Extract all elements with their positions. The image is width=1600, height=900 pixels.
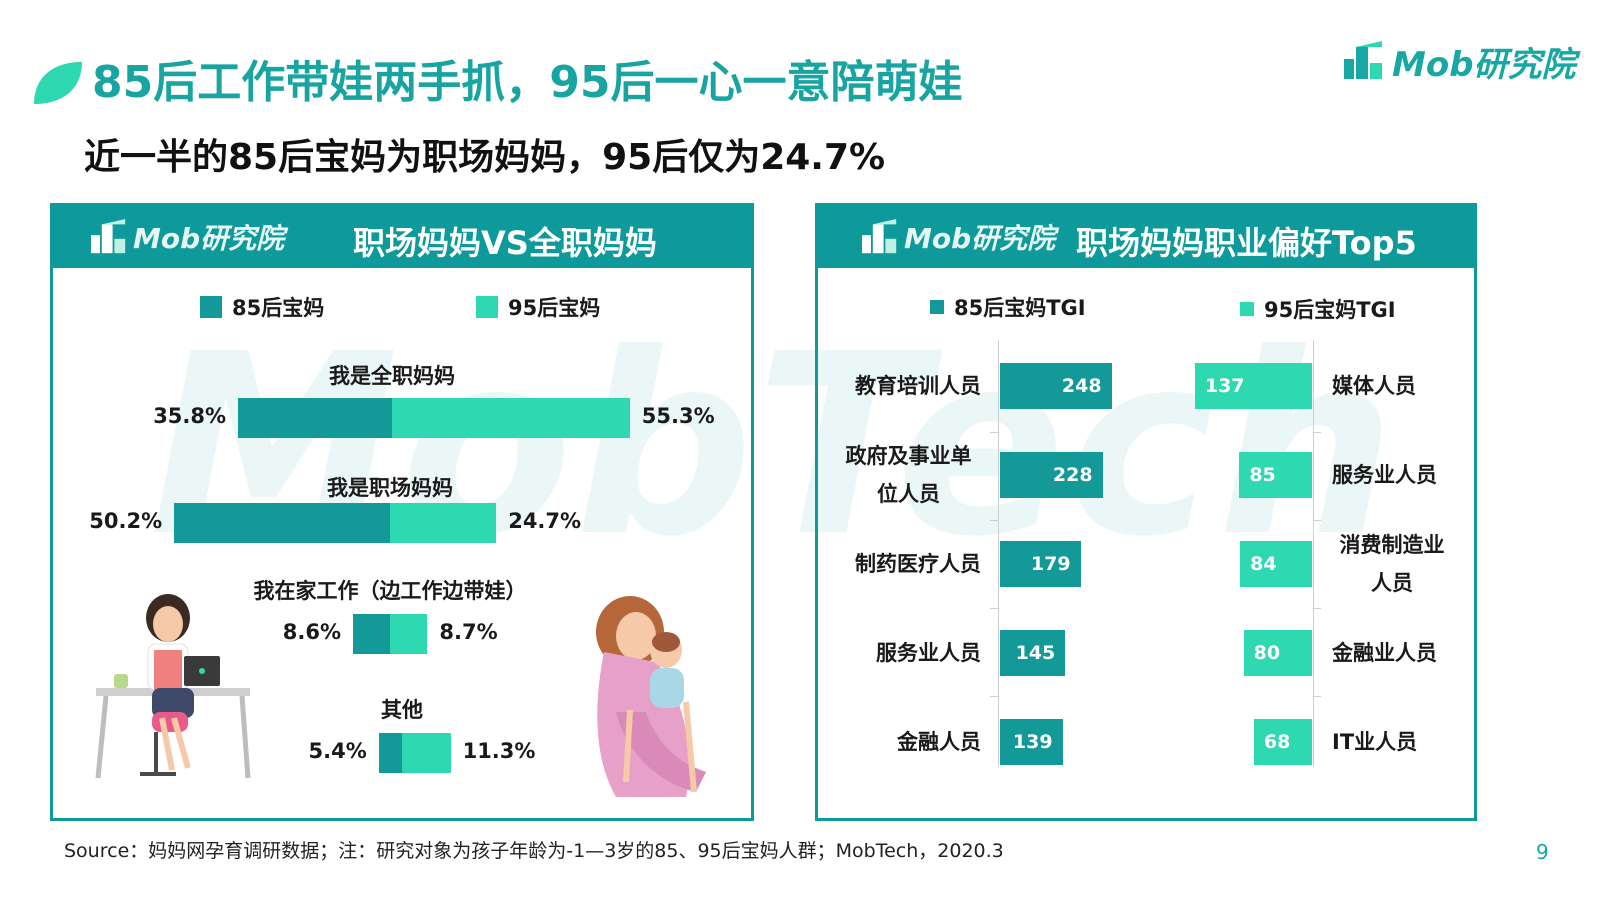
right-panel-brand-name: Mob研究院	[904, 222, 1056, 255]
bar-95-tgi	[1243, 630, 1312, 676]
axis-tick	[990, 432, 998, 433]
category-85: 金融人员	[897, 730, 981, 754]
page-subtitle: 近一半的85后宝妈为职场妈妈，95后仅为24.7%	[84, 137, 886, 178]
building-icon	[91, 219, 126, 254]
page-number: 9	[1536, 840, 1549, 864]
category-label: 我在家工作（边工作边带娃）	[253, 579, 527, 603]
bar-85	[353, 614, 390, 654]
axis-tick	[1313, 520, 1321, 521]
page-title: 85后工作带娃两手抓，95后一心一意陪萌娃	[92, 57, 963, 108]
bar-95-tgi	[1194, 363, 1312, 409]
left-panel-brand-name: Mob研究院	[133, 222, 285, 255]
bar-85	[174, 503, 390, 543]
legend-label-95: 95后宝妈	[508, 296, 601, 320]
building-icon	[1344, 41, 1382, 79]
source-note: Source：妈妈网孕育调研数据；注：研究对象为孩子年龄为-1—3岁的85、95…	[64, 840, 1004, 862]
brand-logo: Mob研究院	[1342, 36, 1576, 86]
legend-95-tgi: 95后宝妈TGI	[1240, 294, 1396, 324]
legend-95: 95后宝妈	[476, 292, 600, 322]
value-95-tgi: 85	[1249, 464, 1276, 486]
value-95-tgi: 84	[1250, 553, 1277, 575]
bar-95	[390, 614, 428, 654]
category-85: 制药医疗人员	[855, 552, 981, 576]
brand-name: Mob研究院	[1392, 44, 1576, 85]
value-85-tgi: 145	[1015, 642, 1056, 664]
bar-95	[402, 733, 451, 773]
mother-baby-illustration	[596, 596, 706, 797]
category-85: 教育培训人员	[855, 374, 981, 398]
category-label: 我是全职妈妈	[329, 364, 455, 388]
bar-85	[238, 398, 392, 438]
right-panel: Mob研究院 职场妈妈职业偏好Top5	[815, 203, 1477, 821]
bar-85-tgi	[1000, 452, 1103, 498]
value-label-95: 55.3%	[641, 404, 715, 428]
value-label-85: 8.6%	[282, 620, 342, 644]
value-label-85: 50.2%	[89, 509, 163, 533]
axis-tick	[1313, 608, 1321, 609]
axis-tick	[1313, 432, 1321, 433]
value-95-tgi: 137	[1204, 375, 1245, 397]
working-mom-illustration	[95, 594, 251, 779]
bar-95-tgi	[1240, 541, 1312, 587]
legend-label-85-tgi: 85后宝妈TGI	[954, 296, 1086, 320]
bar-85-tgi	[1000, 630, 1066, 676]
building-icon	[862, 219, 897, 254]
leaf-icon	[34, 62, 82, 104]
value-85-tgi: 228	[1052, 464, 1093, 486]
bar-85-tgi	[1000, 719, 1063, 765]
left-panel-title: 职场妈妈VS全职妈妈	[353, 224, 657, 262]
category-95: IT业人员	[1332, 730, 1418, 754]
legend-label-85: 85后宝妈	[232, 296, 325, 320]
category-label: 我是职场妈妈	[327, 476, 453, 500]
value-95-tgi: 68	[1263, 731, 1291, 753]
right-panel-title: 职场妈妈职业偏好Top5	[1076, 224, 1417, 262]
value-85-tgi: 179	[1030, 553, 1071, 575]
category-95: 消费制造业 人员	[1339, 533, 1445, 595]
right-panel-header	[818, 206, 1474, 268]
bar-95	[390, 503, 497, 543]
left-panel-brand: Mob研究院	[89, 218, 284, 256]
value-95-tgi: 80	[1253, 642, 1281, 664]
value-85-tgi: 139	[1012, 731, 1053, 753]
value-label-85: 5.4%	[308, 739, 367, 763]
bar-95-tgi	[1253, 719, 1312, 765]
bar-85-tgi	[1000, 541, 1081, 587]
legend-swatch-85	[200, 296, 222, 318]
left-panel-header	[53, 206, 751, 268]
category-85: 服务业人员	[876, 641, 981, 665]
bar-95-tgi	[1239, 452, 1312, 498]
legend-85-tgi: 85后宝妈TGI	[930, 292, 1086, 322]
legend-85: 85后宝妈	[200, 292, 324, 322]
category-label: 其他	[381, 698, 423, 722]
axis-tick	[990, 520, 998, 521]
category-95: 媒体人员	[1332, 374, 1416, 398]
left-panel: Mob研究院 职场妈妈VS全职妈妈	[50, 203, 754, 821]
value-label-95: 24.7%	[508, 509, 582, 533]
axis-tick	[990, 696, 998, 697]
axis-tick	[1313, 696, 1321, 697]
category-95: 服务业人员	[1332, 463, 1437, 487]
right-panel-brand: Mob研究院	[860, 218, 1055, 256]
legend-swatch-95-tgi	[1240, 302, 1254, 316]
value-label-95: 8.7%	[439, 620, 498, 644]
bar-85-tgi	[1000, 363, 1112, 409]
category-95: 金融业人员	[1332, 641, 1437, 665]
legend-swatch-85-tgi	[930, 300, 944, 314]
right-axis-line	[1313, 340, 1314, 766]
bar-95	[392, 398, 630, 438]
legend-swatch-95	[476, 296, 498, 318]
legend-label-95-tgi: 95后宝妈TGI	[1264, 298, 1396, 322]
bar-85	[378, 733, 402, 773]
category-85: 政府及事业单 位人员	[845, 444, 972, 506]
value-label-85: 35.8%	[153, 404, 227, 428]
left-axis-line	[998, 340, 999, 766]
axis-tick	[990, 608, 998, 609]
value-85-tgi: 248	[1061, 375, 1102, 397]
value-label-95: 11.3%	[462, 739, 536, 763]
